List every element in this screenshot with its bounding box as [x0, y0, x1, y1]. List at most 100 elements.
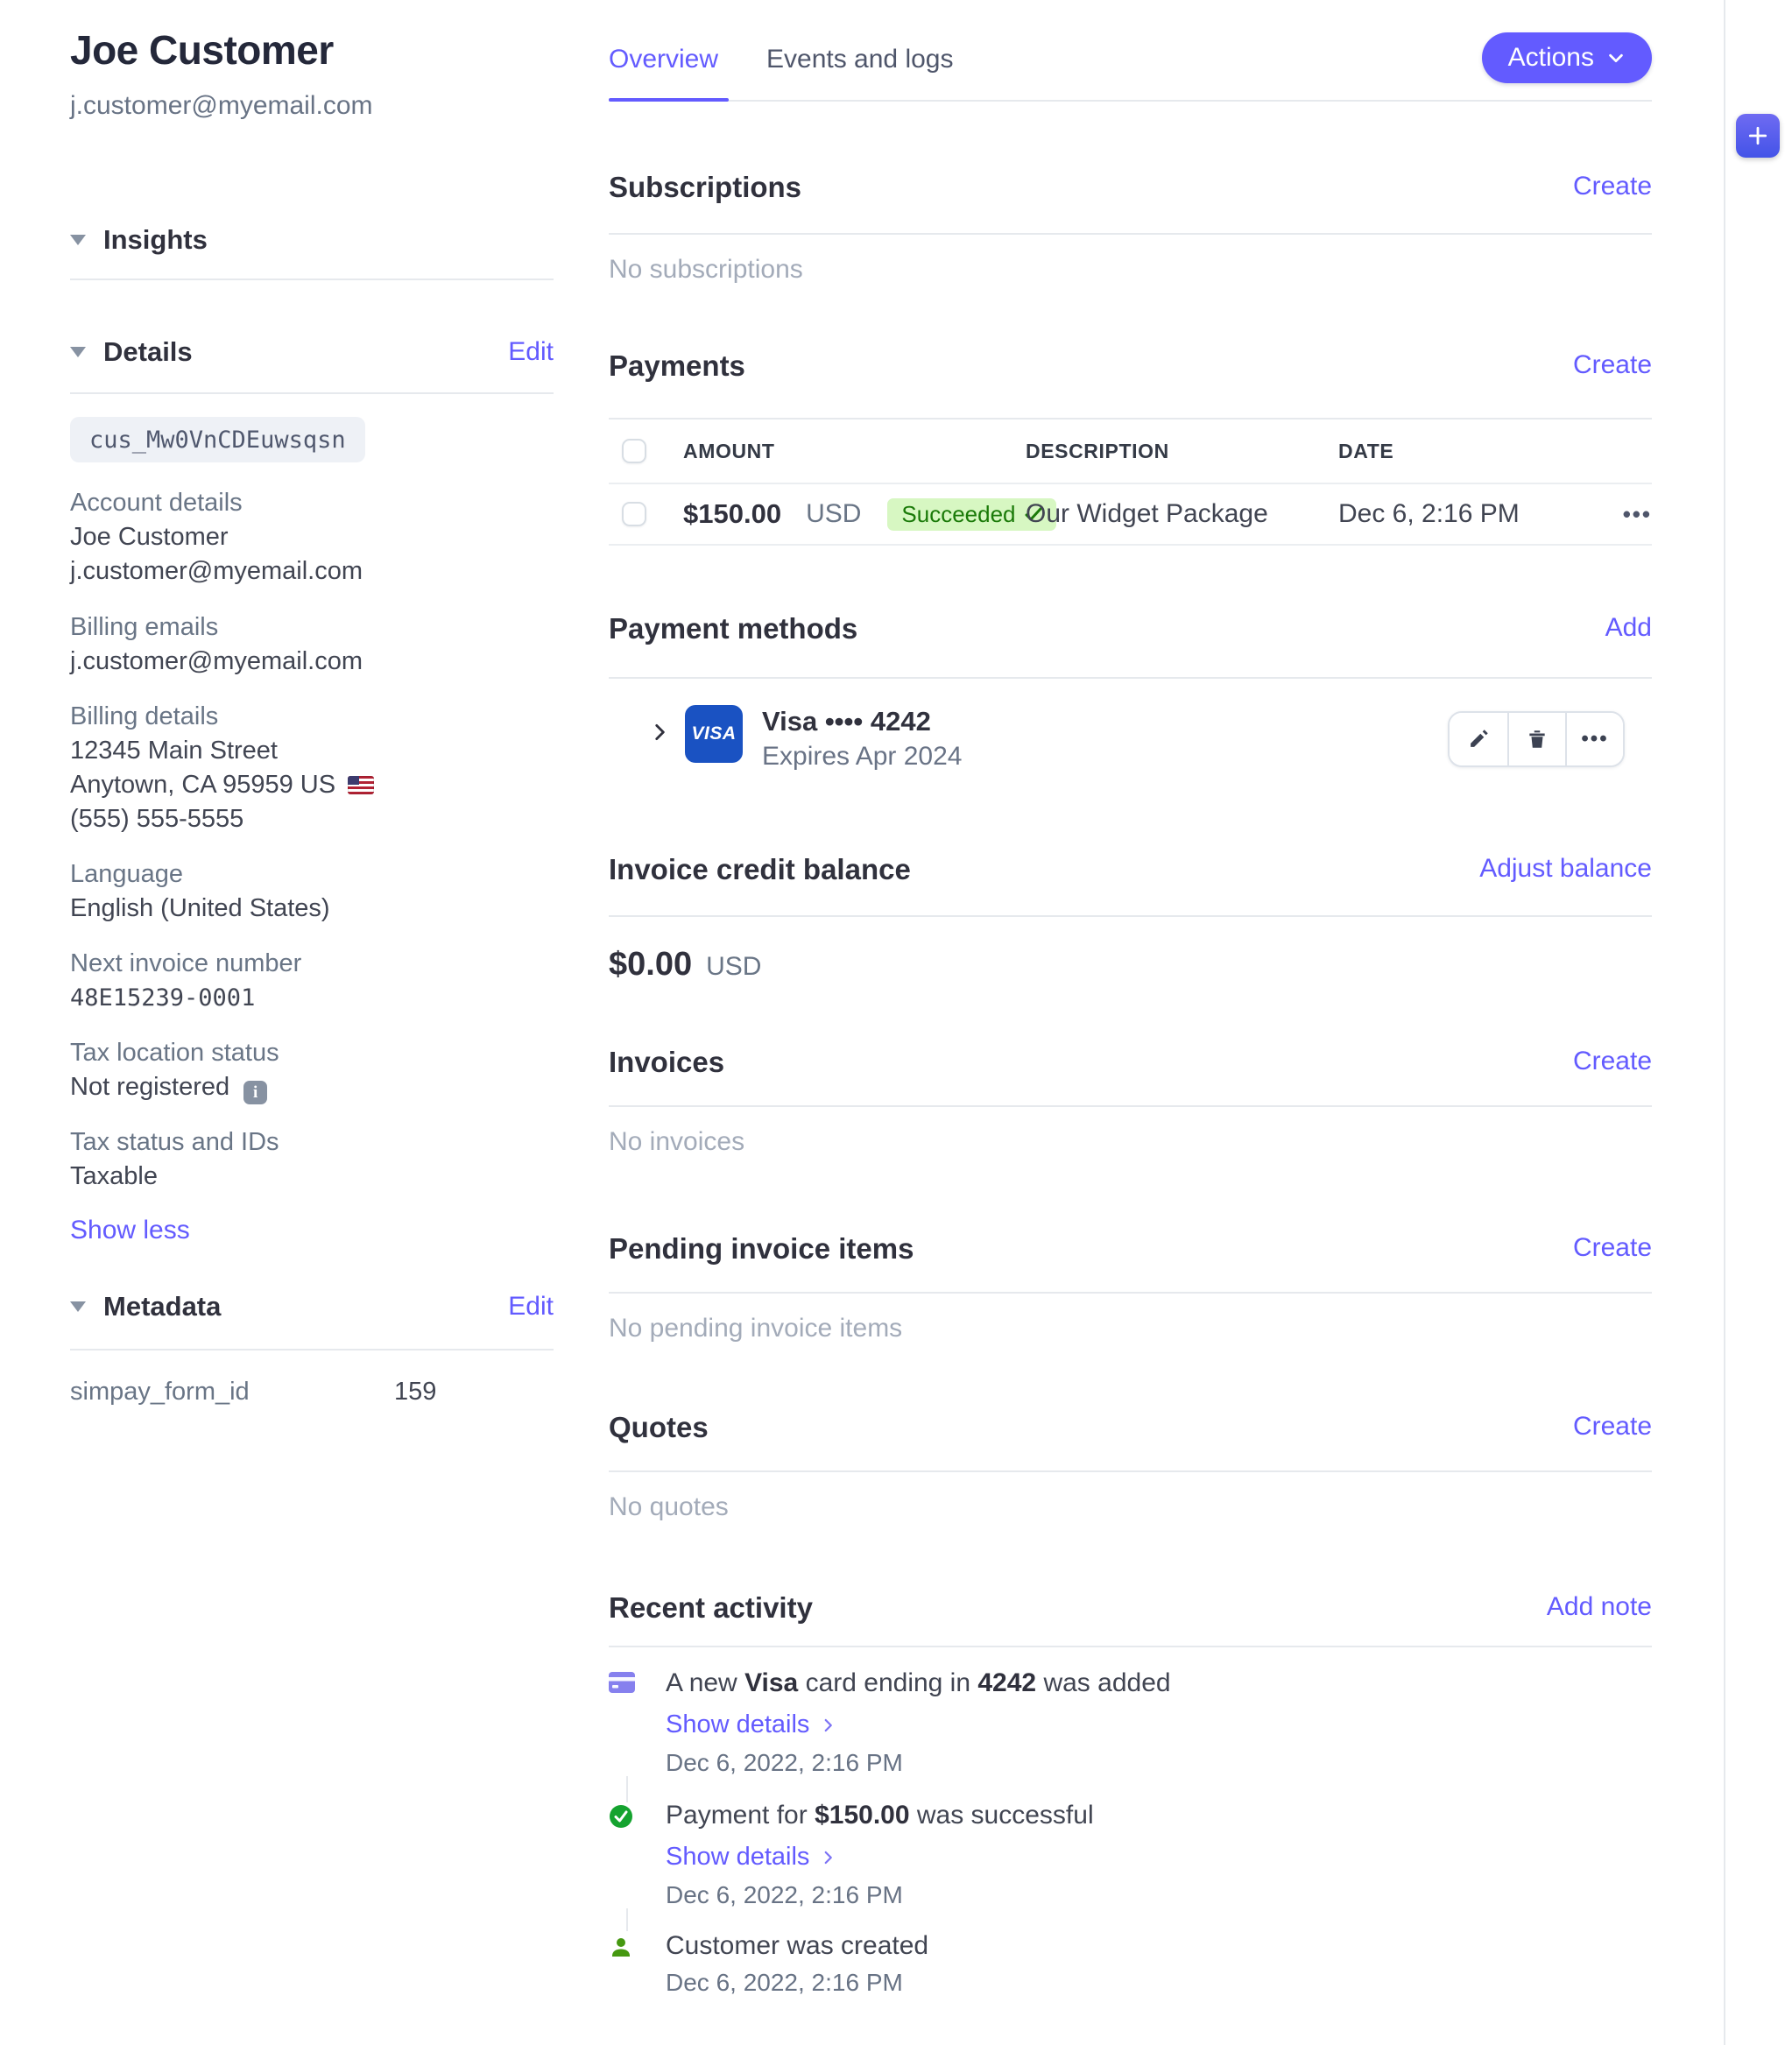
- payment-method-row: VISA Visa •••• 4242 Expires Apr 2024 •••: [609, 679, 1652, 775]
- divider: [70, 1349, 554, 1350]
- trash-icon: [1529, 730, 1545, 748]
- overflow-menu-icon: •••: [1581, 727, 1609, 751]
- field-label: Billing emails: [70, 613, 219, 641]
- field-label: Tax status and IDs: [70, 1128, 279, 1156]
- customer-email: j.customer@myemail.com: [70, 91, 373, 120]
- info-icon[interactable]: i: [243, 1081, 268, 1104]
- insights-section-header[interactable]: Insights: [70, 224, 554, 256]
- field-value: Taxable: [70, 1162, 158, 1190]
- column-header-date: DATE: [1338, 439, 1394, 462]
- payments-create-link[interactable]: Create: [1572, 350, 1652, 379]
- payment-amount: $150.00: [683, 498, 782, 529]
- tab-bar: Overview Events and logs Actions: [609, 0, 1652, 102]
- details-section-header[interactable]: Details Edit: [70, 336, 554, 368]
- column-header-amount: AMOUNT: [683, 439, 775, 462]
- person-icon: [609, 1933, 647, 1996]
- divider: [70, 279, 554, 280]
- column-header-description: DESCRIPTION: [1026, 439, 1169, 462]
- field-label: Account details: [70, 489, 243, 517]
- quotes-title: Quotes: [609, 1411, 709, 1443]
- activity-title: Payment for $150.00 was successful: [666, 1801, 1094, 1830]
- field-value: English (United States): [70, 894, 330, 922]
- field-value: Joe Customer: [70, 523, 229, 551]
- field-label: Billing details: [70, 702, 219, 730]
- pending-invoice-items-create-link[interactable]: Create: [1572, 1233, 1652, 1262]
- metadata-section-header[interactable]: Metadata Edit: [70, 1291, 554, 1322]
- payment-methods-add-link[interactable]: Add: [1605, 613, 1652, 642]
- metadata-value: 159: [394, 1378, 437, 1406]
- collapse-triangle-icon: [70, 347, 86, 357]
- chevron-down-icon: [1609, 53, 1623, 63]
- row-checkbox[interactable]: [622, 502, 646, 526]
- delete-card-button[interactable]: [1507, 713, 1565, 765]
- select-all-checkbox[interactable]: [622, 439, 646, 463]
- metadata-key: simpay_form_id: [70, 1378, 250, 1406]
- tab-overview[interactable]: Overview: [609, 45, 719, 74]
- invoices-title: Invoices: [609, 1046, 725, 1078]
- subscriptions-title: Subscriptions: [609, 171, 802, 203]
- expand-chevron-icon[interactable]: [648, 721, 671, 748]
- field-value: 12345 Main Street: [70, 737, 278, 765]
- metadata-row: simpay_form_id 159: [70, 1378, 554, 1407]
- actions-button[interactable]: Actions: [1481, 32, 1652, 83]
- collapse-triangle-icon: [70, 235, 86, 245]
- check-icon: [1025, 507, 1042, 521]
- add-fab-button[interactable]: [1736, 114, 1780, 158]
- credit-balance-currency: USD: [706, 952, 762, 981]
- field-tax-location-status: Tax location status Not registered i: [70, 1036, 554, 1104]
- right-rail-divider: [1724, 0, 1725, 2045]
- collapse-triangle-icon: [70, 1301, 86, 1312]
- payment-currency: USD: [806, 499, 862, 528]
- field-label: Next invoice number: [70, 949, 302, 977]
- invoices-section: Invoices Create No invoices: [609, 1047, 1652, 1157]
- recent-activity-section: Recent activity Add note A new Visa card…: [609, 1592, 1652, 1996]
- add-note-link[interactable]: Add note: [1546, 1592, 1652, 1621]
- show-details-link[interactable]: Show details: [666, 1710, 836, 1739]
- show-details-label: Show details: [666, 1710, 810, 1738]
- card-overflow-menu-button[interactable]: •••: [1565, 713, 1623, 765]
- subscriptions-create-link[interactable]: Create: [1572, 172, 1652, 201]
- show-less-link[interactable]: Show less: [70, 1216, 190, 1245]
- activity-item-card-added: A new Visa card ending in 4242 was added…: [609, 1670, 1652, 1776]
- card-actions-button-group: •••: [1448, 711, 1625, 767]
- credit-balance-amount: $0.00: [609, 946, 693, 983]
- visa-card-icon: VISA: [685, 705, 743, 763]
- details-edit-link[interactable]: Edit: [508, 337, 554, 366]
- field-next-invoice-number: Next invoice number 48E15239-0001: [70, 947, 554, 1015]
- quotes-create-link[interactable]: Create: [1572, 1412, 1652, 1441]
- pencil-icon: [1471, 730, 1488, 747]
- card-title: Visa •••• 4242: [762, 706, 931, 737]
- tab-events-and-logs[interactable]: Events and logs: [766, 45, 954, 74]
- field-label: Language: [70, 860, 184, 888]
- sidebar: Joe Customer j.customer@myemail.com Insi…: [70, 0, 554, 2045]
- field-value: Not registered i: [70, 1070, 554, 1104]
- metadata-edit-link[interactable]: Edit: [508, 1292, 554, 1321]
- invoice-credit-balance-title: Invoice credit balance: [609, 853, 911, 885]
- edit-card-button[interactable]: [1450, 713, 1507, 765]
- chevron-right-icon: [825, 1718, 833, 1731]
- invoices-create-link[interactable]: Create: [1572, 1047, 1652, 1075]
- row-overflow-menu-icon[interactable]: •••: [1622, 500, 1652, 527]
- credit-balance: $0.00 USD: [609, 946, 1652, 984]
- status-badge: Succeeded: [887, 497, 1056, 531]
- customer-id-badge[interactable]: cus_Mw0VnCDEuwsqsn: [70, 417, 365, 462]
- activity-item-customer-created: Customer was created Dec 6, 2022, 2:16 P…: [609, 1933, 1652, 1996]
- payment-methods-title: Payment methods: [609, 612, 858, 645]
- pending-invoice-items-title: Pending invoice items: [609, 1232, 914, 1265]
- field-value: 48E15239-0001: [70, 984, 256, 1012]
- show-details-link[interactable]: Show details: [666, 1843, 836, 1872]
- us-flag-icon: [348, 776, 375, 794]
- field-value: j.customer@myemail.com: [70, 557, 363, 585]
- quotes-empty-text: No quotes: [609, 1492, 729, 1521]
- adjust-balance-link[interactable]: Adjust balance: [1479, 854, 1652, 883]
- subscriptions-section: Subscriptions Create No subscriptions: [609, 172, 1652, 285]
- status-badge-label: Succeeded: [901, 500, 1016, 527]
- activity-date: Dec 6, 2022, 2:16 PM: [666, 1969, 903, 1996]
- chevron-right-icon: [825, 1851, 833, 1864]
- payment-description: Our Widget Package: [1026, 499, 1268, 528]
- pending-invoice-items-empty-text: No pending invoice items: [609, 1314, 903, 1343]
- payment-row[interactable]: $150.00 USD Succeeded Our Widget Package…: [609, 484, 1652, 546]
- field-account-details: Account details Joe Customer j.customer@…: [70, 486, 554, 589]
- pending-invoice-items-section: Pending invoice items Create No pending …: [609, 1233, 1652, 1343]
